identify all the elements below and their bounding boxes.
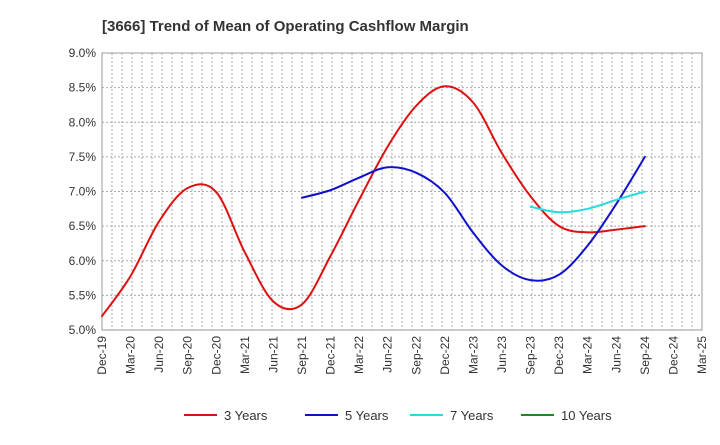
y-tick-label: 6.0% [69, 254, 97, 268]
x-tick-label: Dec-20 [209, 336, 223, 375]
plot-border [101, 52, 703, 331]
y-tick-label: 9.0% [69, 46, 97, 60]
y-tick-label: 7.0% [69, 185, 97, 199]
x-tick-label: Jun-24 [609, 336, 623, 373]
y-tick-label: 8.0% [69, 115, 97, 129]
x-tick-label: Dec-23 [552, 336, 566, 375]
x-tick-label: Sep-22 [409, 336, 423, 375]
x-tick-label: Sep-21 [295, 336, 309, 375]
legend-label: 10 Years [561, 408, 612, 423]
x-tick-label: Sep-24 [638, 336, 652, 375]
x-axis: Dec-19 Mar-20 Jun-20 Sep-20 Dec-20 Mar-21 Jun-… [95, 336, 709, 375]
series-line-5-years [301, 155, 646, 282]
series-line-7-years [529, 190, 646, 214]
x-tick-label: Mar-22 [352, 336, 366, 374]
y-tick-label: 6.5% [69, 219, 97, 233]
x-tick-label: Jun-21 [266, 336, 280, 373]
legend-label: 5 Years [345, 408, 389, 423]
x-tick-label: Jun-22 [381, 336, 395, 373]
x-tick-label: Dec-24 [666, 336, 680, 375]
y-tick-label: 8.5% [69, 81, 97, 95]
chart-title: [3666] Trend of Mean of Operating Cashfl… [102, 18, 469, 35]
series-lines [101, 85, 646, 318]
x-tick-label: Mar-21 [238, 336, 252, 374]
x-tick-label: Mar-23 [466, 336, 480, 374]
x-tick-label: Dec-19 [95, 336, 109, 375]
x-tick-label: Sep-23 [524, 336, 538, 375]
legend: 3 Years 5 Years 7 Years 10 Years [184, 408, 612, 423]
y-axis: 5.0% 5.5% 6.0% 6.5% 7.0% 7.5% 8.0% 8.5% 9.0% [69, 46, 97, 337]
x-tick-label: Jun-20 [152, 336, 166, 373]
x-tick-label: Mar-20 [124, 336, 138, 374]
x-tick-label: Mar-24 [581, 336, 595, 374]
x-tick-label: Dec-21 [324, 336, 338, 375]
y-tick-label: 5.0% [69, 323, 97, 337]
grid-lines [101, 52, 703, 331]
y-tick-label: 7.5% [69, 150, 97, 164]
legend-label: 3 Years [224, 408, 268, 423]
legend-label: 7 Years [450, 408, 494, 423]
x-tick-label: Dec-22 [438, 336, 452, 375]
y-tick-label: 5.5% [69, 288, 97, 302]
series-line-3-years [101, 85, 646, 318]
x-tick-label: Jun-23 [495, 336, 509, 373]
x-tick-label: Mar-25 [695, 336, 709, 374]
x-tick-label: Sep-20 [181, 336, 195, 375]
